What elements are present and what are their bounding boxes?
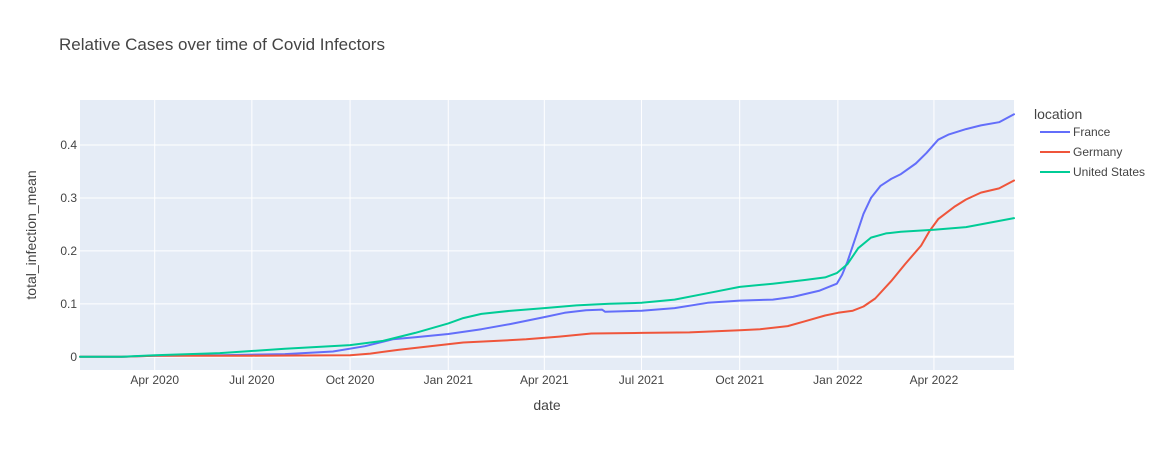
series-lines bbox=[79, 113, 1015, 358]
x-tick-label: Apr 2022 bbox=[910, 373, 959, 387]
x-tick-label: Oct 2020 bbox=[326, 373, 375, 387]
chart-title: Relative Cases over time of Covid Infect… bbox=[59, 35, 385, 54]
series-line-germany[interactable] bbox=[79, 179, 1015, 358]
y-tick-label: 0.1 bbox=[60, 297, 77, 311]
series-line-united-states[interactable] bbox=[79, 217, 1015, 358]
legend: location France Germany United States bbox=[1034, 106, 1145, 179]
legend-title: location bbox=[1034, 106, 1082, 122]
y-tick-label: 0 bbox=[70, 350, 77, 364]
legend-label-germany[interactable]: Germany bbox=[1073, 145, 1122, 159]
x-tick-label: Jul 2021 bbox=[619, 373, 665, 387]
x-tick-label: Jan 2022 bbox=[813, 373, 863, 387]
legend-label-united-states[interactable]: United States bbox=[1073, 165, 1145, 179]
y-tick-label: 0.3 bbox=[60, 191, 77, 205]
x-axis-label: date bbox=[533, 397, 560, 413]
legend-label-france[interactable]: France bbox=[1073, 125, 1111, 139]
x-tick-label: Apr 2021 bbox=[520, 373, 569, 387]
x-tick-label: Apr 2020 bbox=[130, 373, 179, 387]
y-axis-ticks: 0 0.1 0.2 0.3 0.4 bbox=[60, 138, 77, 364]
x-tick-label: Oct 2021 bbox=[715, 373, 764, 387]
x-tick-label: Jan 2021 bbox=[424, 373, 474, 387]
y-axis-label: total_infection_mean bbox=[23, 170, 39, 299]
y-tick-label: 0.2 bbox=[60, 244, 77, 258]
x-axis-ticks: Apr 2020 Jul 2020 Oct 2020 Jan 2021 Apr 2021… bbox=[130, 373, 958, 387]
x-tick-label: Jul 2020 bbox=[229, 373, 275, 387]
y-tick-label: 0.4 bbox=[60, 138, 77, 152]
plot-area[interactable] bbox=[80, 100, 1014, 370]
